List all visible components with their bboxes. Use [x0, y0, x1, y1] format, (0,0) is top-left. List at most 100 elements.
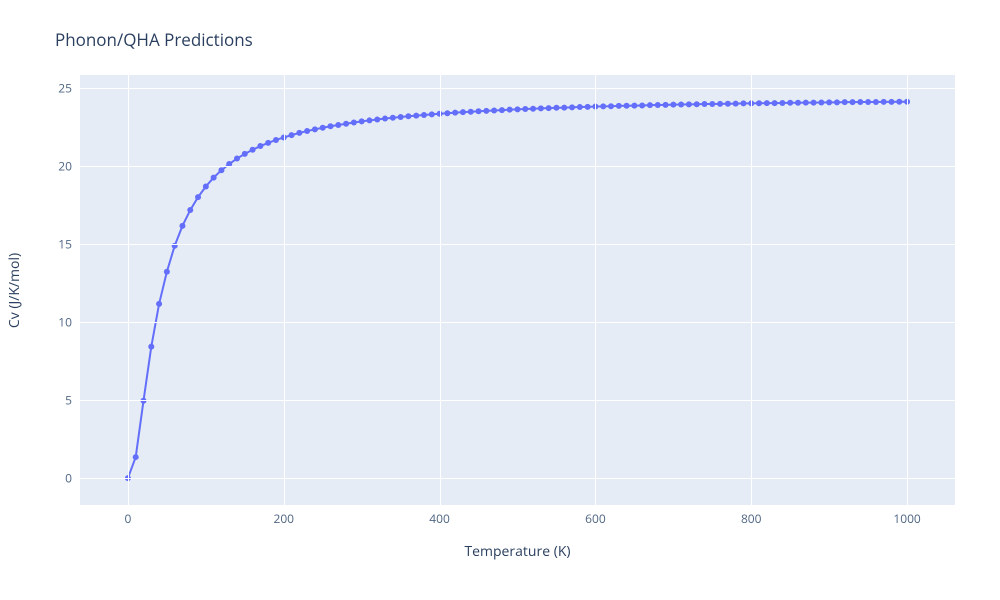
data-marker[interactable]: [273, 137, 279, 143]
data-marker[interactable]: [366, 117, 372, 123]
gridline-h: [80, 400, 955, 401]
data-marker[interactable]: [187, 207, 193, 213]
data-marker[interactable]: [694, 101, 700, 107]
data-marker[interactable]: [483, 108, 489, 114]
gridline-h: [80, 88, 955, 89]
data-marker[interactable]: [631, 103, 637, 109]
data-marker[interactable]: [647, 102, 653, 108]
data-marker[interactable]: [499, 107, 505, 113]
data-marker[interactable]: [429, 111, 435, 117]
data-marker[interactable]: [491, 107, 497, 113]
data-marker[interactable]: [133, 454, 139, 460]
data-marker[interactable]: [460, 109, 466, 115]
data-marker[interactable]: [265, 140, 271, 146]
data-marker[interactable]: [717, 101, 723, 107]
data-marker[interactable]: [857, 99, 863, 105]
data-marker[interactable]: [740, 100, 746, 106]
data-marker[interactable]: [296, 130, 302, 136]
data-marker[interactable]: [663, 102, 669, 108]
data-marker[interactable]: [842, 99, 848, 105]
data-marker[interactable]: [398, 114, 404, 120]
data-marker[interactable]: [530, 106, 536, 112]
data-marker[interactable]: [585, 104, 591, 110]
data-marker[interactable]: [320, 125, 326, 131]
data-marker[interactable]: [476, 108, 482, 114]
data-marker[interactable]: [655, 102, 661, 108]
data-marker[interactable]: [374, 116, 380, 122]
data-marker[interactable]: [351, 119, 357, 125]
x-axis-label: Temperature (K): [80, 542, 955, 561]
data-marker[interactable]: [289, 132, 295, 138]
data-marker[interactable]: [390, 115, 396, 121]
data-marker[interactable]: [850, 99, 856, 105]
data-marker[interactable]: [779, 100, 785, 106]
data-marker[interactable]: [709, 101, 715, 107]
data-marker[interactable]: [873, 99, 879, 105]
data-marker[interactable]: [569, 104, 575, 110]
data-marker[interactable]: [616, 103, 622, 109]
data-marker[interactable]: [772, 100, 778, 106]
data-marker[interactable]: [203, 183, 209, 189]
gridline-h: [80, 166, 955, 167]
data-marker[interactable]: [211, 175, 217, 181]
data-marker[interactable]: [764, 100, 770, 106]
data-marker[interactable]: [546, 105, 552, 111]
data-marker[interactable]: [250, 147, 256, 153]
data-marker[interactable]: [507, 107, 513, 113]
data-marker[interactable]: [818, 99, 824, 105]
data-marker[interactable]: [359, 118, 365, 124]
data-marker[interactable]: [577, 104, 583, 110]
data-marker[interactable]: [522, 106, 528, 112]
data-marker[interactable]: [421, 112, 427, 118]
data-marker[interactable]: [413, 113, 419, 119]
data-marker[interactable]: [335, 122, 341, 128]
data-marker[interactable]: [670, 102, 676, 108]
data-marker[interactable]: [164, 269, 170, 275]
series-line[interactable]: [128, 102, 907, 478]
data-marker[interactable]: [405, 113, 411, 119]
data-marker[interactable]: [148, 344, 154, 350]
data-marker[interactable]: [881, 99, 887, 105]
data-marker[interactable]: [639, 102, 645, 108]
data-marker[interactable]: [701, 101, 707, 107]
data-marker[interactable]: [725, 101, 731, 107]
data-marker[interactable]: [515, 106, 521, 112]
data-marker[interactable]: [834, 99, 840, 105]
data-marker[interactable]: [538, 105, 544, 111]
data-marker[interactable]: [382, 116, 388, 122]
y-axis-label: Cv (J/K/mol): [6, 252, 25, 327]
plot-area[interactable]: [80, 75, 955, 505]
data-marker[interactable]: [678, 102, 684, 108]
data-marker[interactable]: [553, 105, 559, 111]
data-marker[interactable]: [468, 109, 474, 115]
data-marker[interactable]: [826, 99, 832, 105]
data-marker[interactable]: [179, 223, 185, 229]
data-marker[interactable]: [312, 126, 318, 132]
data-marker[interactable]: [257, 143, 263, 149]
data-marker[interactable]: [608, 103, 614, 109]
data-marker[interactable]: [803, 100, 809, 106]
data-marker[interactable]: [811, 100, 817, 106]
data-marker[interactable]: [896, 99, 902, 105]
data-marker[interactable]: [600, 103, 606, 109]
data-marker[interactable]: [218, 167, 224, 173]
data-marker[interactable]: [343, 121, 349, 127]
data-marker[interactable]: [242, 151, 248, 157]
data-marker[interactable]: [888, 99, 894, 105]
data-marker[interactable]: [733, 101, 739, 107]
data-marker[interactable]: [561, 105, 567, 111]
data-marker[interactable]: [795, 100, 801, 106]
data-marker[interactable]: [452, 110, 458, 116]
data-marker[interactable]: [686, 101, 692, 107]
data-marker[interactable]: [444, 110, 450, 116]
data-marker[interactable]: [156, 301, 162, 307]
data-marker[interactable]: [328, 123, 334, 129]
data-marker[interactable]: [787, 100, 793, 106]
data-marker[interactable]: [304, 128, 310, 134]
data-marker[interactable]: [756, 100, 762, 106]
data-marker[interactable]: [234, 156, 240, 162]
data-marker[interactable]: [195, 194, 201, 200]
data-marker[interactable]: [865, 99, 871, 105]
y-tick-label: 10: [42, 314, 72, 331]
data-marker[interactable]: [624, 103, 630, 109]
